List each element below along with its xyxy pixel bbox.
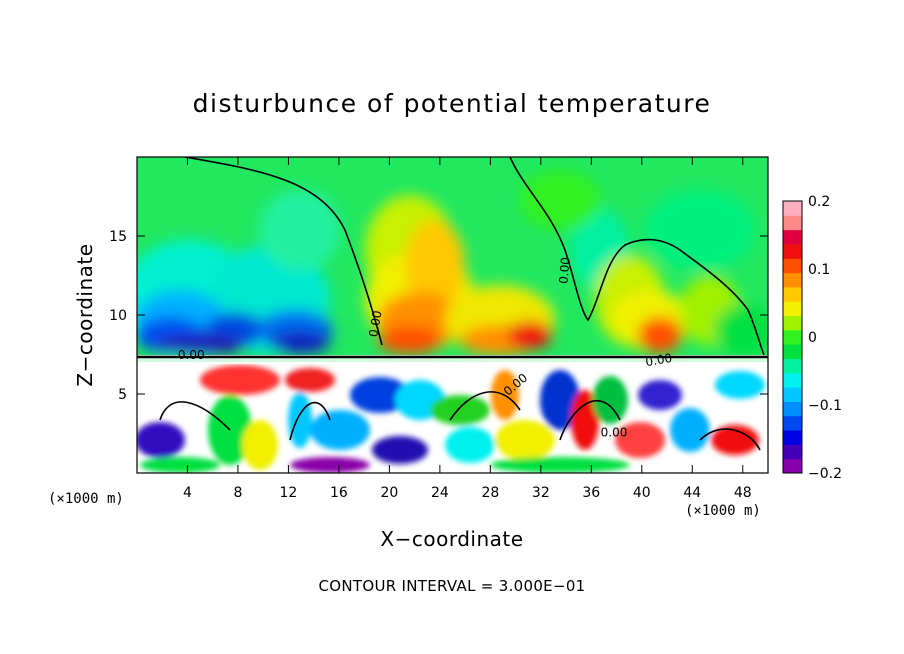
x-tick-label: 40 bbox=[633, 485, 651, 501]
colorbar-swatch bbox=[783, 444, 802, 460]
contour-label: 0.00 bbox=[556, 256, 572, 284]
colorbar-swatch bbox=[783, 243, 802, 259]
colorbar-tick-label: −0.2 bbox=[808, 466, 842, 482]
x-tick-label: 48 bbox=[734, 485, 752, 501]
colorbar-swatch bbox=[783, 201, 802, 216]
colorbar-tick-label: 0 bbox=[808, 330, 817, 346]
x-tick-label: 4 bbox=[183, 485, 192, 501]
contour-label: 0.00 bbox=[366, 309, 384, 338]
y-tick-label: 10 bbox=[109, 308, 127, 324]
colorbar-tick-label: −0.1 bbox=[808, 398, 842, 414]
colorbar-swatch bbox=[783, 387, 802, 402]
x-tick-label: 32 bbox=[532, 485, 550, 501]
y-tick-label: 15 bbox=[109, 229, 127, 245]
colorbar-tick-label: 0.2 bbox=[808, 194, 830, 210]
colorbar-swatch bbox=[783, 258, 802, 274]
x-axis-title: X−coordinate bbox=[380, 527, 523, 551]
contour-label: 0.00 bbox=[178, 348, 205, 362]
x-tick-label: 20 bbox=[380, 485, 398, 501]
contour-label: 0.00 bbox=[644, 351, 673, 369]
x-tick-label: 24 bbox=[431, 485, 449, 501]
x-tick-label: 44 bbox=[683, 485, 701, 501]
x-tick-label: 12 bbox=[280, 485, 298, 501]
x-tick-label: 8 bbox=[233, 485, 242, 501]
y-tick-label: 5 bbox=[118, 387, 127, 403]
y-axis-title: Z−coordinate bbox=[73, 243, 97, 386]
colorbar-swatch bbox=[783, 344, 802, 359]
x-unit-left: (×1000 m) bbox=[48, 491, 124, 507]
colorbar-swatch bbox=[783, 215, 802, 231]
colorbar-swatch bbox=[783, 358, 802, 374]
colorbar-swatch bbox=[783, 458, 802, 474]
colorbar bbox=[782, 200, 803, 474]
colorbar-swatch bbox=[783, 229, 802, 245]
heatmap-field bbox=[137, 157, 768, 473]
x-tick-label: 16 bbox=[330, 485, 348, 501]
colorbar-swatch bbox=[783, 286, 802, 302]
colorbar-swatch bbox=[783, 401, 802, 417]
colorbar-swatch bbox=[783, 301, 802, 317]
colorbar-tick-label: 0.1 bbox=[808, 262, 830, 278]
colorbar-swatch bbox=[783, 329, 802, 345]
colorbar-frame bbox=[782, 200, 803, 474]
colorbar-swatch bbox=[783, 415, 802, 431]
colorbar-swatch bbox=[783, 272, 802, 288]
x-tick-label: 28 bbox=[481, 485, 499, 501]
y-axis-ticks: 5 10 15 bbox=[109, 229, 768, 403]
contour-interval-note: CONTOUR INTERVAL = 3.000E−01 bbox=[318, 577, 585, 595]
chart-title: disturbunce of potential temperature bbox=[193, 89, 712, 118]
x-axis-ticks: 4 8 12 16 20 24 28 32 36 40 44 48 bbox=[183, 157, 752, 501]
colorbar-ticks: 0.2 0.1 0 −0.1 −0.2 bbox=[808, 194, 842, 482]
colorbar-swatch bbox=[783, 315, 802, 331]
colorbar-swatch bbox=[783, 430, 802, 445]
contour-label: 0.00 bbox=[601, 426, 628, 440]
colorbar-swatch bbox=[783, 372, 802, 388]
x-tick-label: 36 bbox=[582, 485, 600, 501]
x-unit-right: (×1000 m) bbox=[685, 503, 761, 519]
